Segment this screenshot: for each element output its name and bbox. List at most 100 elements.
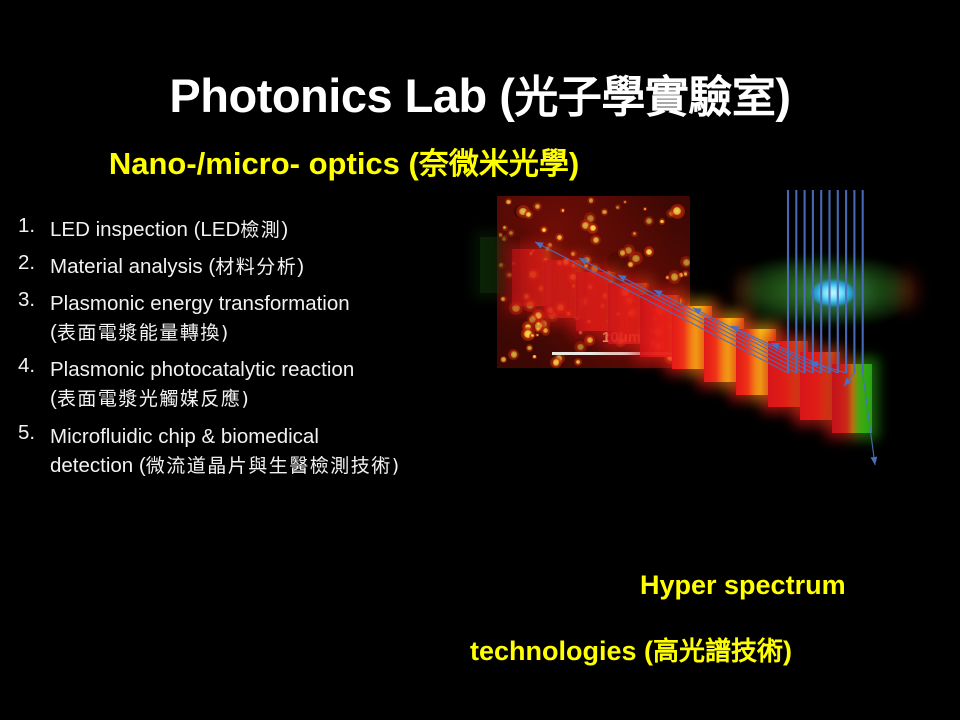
list-item-number: 3. xyxy=(18,287,36,311)
hyperspectrum-caption-line2: technologies (高光譜技術) xyxy=(470,636,960,667)
micrograph-particle xyxy=(540,226,548,234)
list-item-text-latin: LED inspection (LED xyxy=(50,218,241,241)
spectral-ray xyxy=(578,257,797,374)
micrograph-particle xyxy=(531,319,546,333)
ray-arrowhead xyxy=(618,275,627,282)
ray-arrowhead xyxy=(579,258,588,265)
micrograph-particle xyxy=(573,358,582,367)
micrograph-particle xyxy=(532,201,542,211)
list-item-row: 5. Microfluidic chip & biomedical xyxy=(18,420,488,451)
list-item-text-latin: Material analysis ( xyxy=(50,254,216,278)
spectral-ray xyxy=(770,342,839,374)
list-item-continuation-cjk: 微流道晶片與生醫檢測技術 xyxy=(145,454,392,477)
scale-bar xyxy=(552,352,674,355)
scan-lines-and-arrows xyxy=(534,190,878,466)
list-item-continuation-tail: ) xyxy=(391,454,401,477)
list-item-text-latin: Plasmonic energy transformation xyxy=(50,291,350,315)
ray-arrowhead xyxy=(771,343,780,350)
list-item-number: 5. xyxy=(18,420,36,444)
title-latin: Photonics Lab ( xyxy=(169,69,515,122)
micrograph-particle xyxy=(502,225,508,231)
list-item-continuation-latin: ( xyxy=(50,320,57,344)
micrograph-particle xyxy=(529,332,536,339)
spectral-ray xyxy=(653,289,814,374)
micrograph-particle xyxy=(577,329,583,335)
micrograph-particle xyxy=(665,275,670,280)
caption-cjk: 高光譜技術 xyxy=(653,637,784,667)
micrograph-particle xyxy=(560,208,566,213)
list-item-text: Plasmonic photocatalytic reaction xyxy=(50,356,488,384)
spectral-ray xyxy=(692,307,822,374)
micrograph-particle xyxy=(614,204,621,211)
list-item-continuation-tail: ) xyxy=(241,388,251,411)
micrograph-particle xyxy=(535,332,540,338)
micrograph-particle xyxy=(643,246,655,257)
micrograph-particle xyxy=(682,270,689,278)
micrograph-particle xyxy=(626,260,635,269)
list-item-text: Material analysis (材料分析) xyxy=(50,253,488,281)
list-item-text-latin: Plasmonic photocatalytic reaction xyxy=(50,358,355,382)
list-item: 5. Microfluidic chip & biomedical detectio… xyxy=(18,420,488,481)
micrograph-particle xyxy=(658,218,666,225)
list-item-text-tail: ) xyxy=(281,218,289,241)
list-item-text-latin: Microfluidic chip & biomedical xyxy=(50,424,319,448)
micrograph-particle xyxy=(540,325,551,336)
micrograph-particle xyxy=(508,349,520,360)
micrograph-particle xyxy=(497,232,504,238)
micrograph-particle xyxy=(622,199,628,204)
micrograph-particle xyxy=(667,269,682,284)
list-item-continuation: (表面電漿光觸媒反應) xyxy=(50,384,488,414)
micrograph-particle xyxy=(644,216,655,227)
micrograph-particle xyxy=(506,228,515,238)
list-item-continuation: (表面電漿能量轉換) xyxy=(50,318,488,348)
list-item-text: LED inspection (LED檢測) xyxy=(50,216,488,244)
list-item-text-cjk: 材料分析 xyxy=(215,255,298,278)
micrograph-particle xyxy=(582,262,590,270)
list-item-continuation-latin: detection ( xyxy=(50,453,146,477)
subtitle-latin: Nano-/micro- optics ( xyxy=(108,146,419,181)
list-item-row: 4. Plasmonic photocatalytic reaction xyxy=(18,356,488,384)
micrograph-particle xyxy=(504,197,513,206)
ray-arrowhead xyxy=(844,377,852,386)
list-item-row: 2. Material analysis (材料分析) xyxy=(18,250,488,281)
spectral-ray xyxy=(862,372,876,466)
research-topics-list: 1. LED inspection (LED檢測) 2. Material analy… xyxy=(18,214,488,490)
micrograph-particle xyxy=(526,313,539,326)
micrograph-particle xyxy=(525,344,534,352)
spectral-ray xyxy=(534,241,789,374)
ray-arrowhead xyxy=(693,308,702,315)
micrograph-particle xyxy=(680,256,690,269)
micrograph-particle xyxy=(554,233,564,243)
list-item-text-tail: ) xyxy=(297,254,305,278)
micrograph-particle xyxy=(631,230,638,237)
list-item-continuation-cjk: 表面電漿光觸媒反應 xyxy=(56,388,242,411)
micrograph-particle xyxy=(590,234,602,246)
micrograph-particle xyxy=(587,196,595,205)
micrograph-particle xyxy=(579,219,592,232)
micrograph-particle xyxy=(642,206,648,212)
list-item-row: 3. Plasmonic energy transformation xyxy=(18,287,488,318)
list-item: 2. Material analysis (材料分析) xyxy=(18,250,488,281)
title-tail: ) xyxy=(775,69,791,122)
list-item-text: Plasmonic energy transformation xyxy=(50,290,488,318)
hyperspectral-diagram xyxy=(473,180,960,580)
micrograph-particle xyxy=(587,223,598,234)
micrograph-particle xyxy=(546,241,554,249)
list-item-number: 4. xyxy=(18,354,36,378)
caption-latin: technologies ( xyxy=(470,636,654,666)
list-item-text: Microfluidic chip & biomedical xyxy=(50,423,488,451)
page-title: Photonics Lab (光子學實驗室) xyxy=(0,72,960,120)
ray-arrowhead xyxy=(654,290,663,297)
ray-arrowhead xyxy=(870,456,878,465)
micrograph-particle xyxy=(600,208,609,216)
list-item-text-cjk: 檢測 xyxy=(240,219,282,241)
micrograph-particle xyxy=(617,248,628,258)
micrograph-particle xyxy=(499,355,508,364)
list-item-number: 2. xyxy=(18,250,36,274)
micrograph-particle xyxy=(523,210,534,220)
caption-tail: ) xyxy=(783,636,793,666)
micrograph-particle xyxy=(569,250,577,257)
list-item-number: 1. xyxy=(18,214,36,237)
subtitle-tail: ) xyxy=(568,146,580,181)
